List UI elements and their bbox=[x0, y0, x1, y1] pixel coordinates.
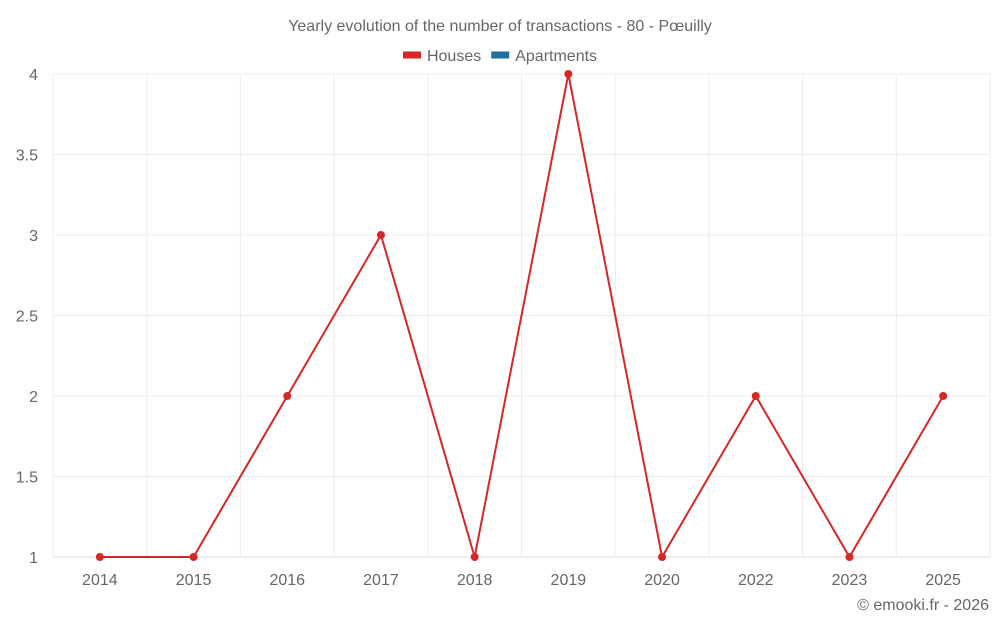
data-point bbox=[189, 553, 198, 561]
x-tick-label: 2019 bbox=[551, 572, 587, 589]
data-point bbox=[95, 553, 104, 561]
chart-series bbox=[95, 70, 948, 561]
legend-swatch bbox=[491, 51, 510, 59]
chart-legend: Houses Apartments bbox=[402, 48, 597, 65]
x-tick-label: 2015 bbox=[176, 572, 212, 589]
x-tick-label: 2017 bbox=[363, 572, 399, 589]
series-line-houses bbox=[99, 73, 945, 560]
y-tick-label: 2.5 bbox=[16, 309, 38, 326]
data-point bbox=[470, 553, 479, 561]
y-tick-label: 3 bbox=[29, 228, 38, 245]
x-tick-label: 2014 bbox=[82, 572, 118, 589]
data-point bbox=[939, 392, 948, 400]
x-tick-label: 2020 bbox=[644, 572, 680, 589]
legend-label: Apartments bbox=[515, 48, 597, 65]
x-tick-label: 2023 bbox=[832, 572, 868, 589]
data-point bbox=[564, 70, 573, 78]
x-tick-label: 2025 bbox=[925, 572, 961, 589]
y-tick-label: 2 bbox=[29, 389, 38, 406]
x-tick-label: 2018 bbox=[457, 572, 493, 589]
data-point bbox=[376, 231, 385, 239]
y-tick-label: 1 bbox=[29, 550, 38, 567]
chart-title: Yearly evolution of the number of transa… bbox=[288, 18, 712, 35]
legend-item-houses: Houses bbox=[402, 48, 481, 65]
legend-label: Houses bbox=[427, 48, 481, 65]
x-axis: 2014 2015 2016 2017 2018 2019 2020 2022 2023 2025 bbox=[82, 572, 961, 589]
x-tick-label: 2016 bbox=[269, 572, 305, 589]
data-point bbox=[751, 392, 760, 400]
data-point bbox=[658, 553, 667, 561]
y-tick-label: 1.5 bbox=[16, 470, 38, 487]
data-point bbox=[283, 392, 292, 400]
data-point bbox=[845, 553, 854, 561]
y-axis: 1 1.5 2 2.5 3 3.5 4 bbox=[16, 67, 38, 567]
credit-text: © emooki.fr - 2026 bbox=[857, 597, 989, 614]
y-tick-label: 4 bbox=[29, 67, 38, 84]
x-tick-label: 2022 bbox=[738, 572, 774, 589]
legend-swatch bbox=[402, 51, 421, 59]
y-tick-label: 3.5 bbox=[16, 148, 38, 165]
legend-item-apartments: Apartments bbox=[491, 48, 597, 65]
